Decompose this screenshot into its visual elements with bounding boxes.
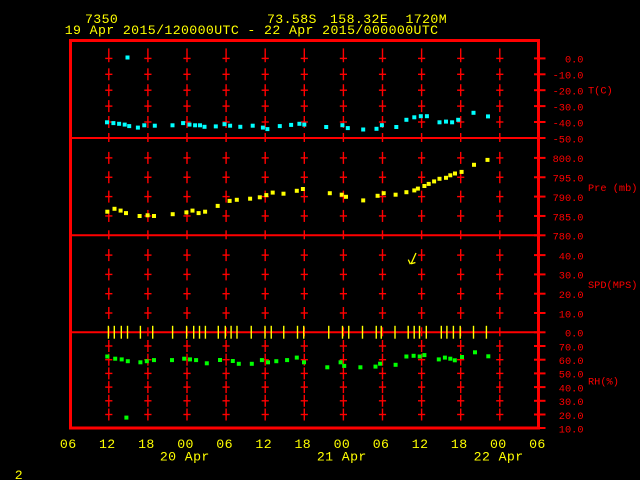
svg-text:T(C): T(C) — [588, 85, 613, 97]
svg-text:-50.0: -50.0 — [553, 134, 584, 146]
svg-text:785.0: 785.0 — [553, 212, 584, 224]
svg-text:00: 00 — [490, 437, 507, 452]
svg-text:30.0: 30.0 — [559, 271, 584, 283]
svg-text:Pre (mb): Pre (mb) — [588, 183, 637, 195]
svg-text:1720M: 1720M — [406, 12, 448, 27]
svg-text:06: 06 — [60, 437, 77, 452]
svg-text:20.0: 20.0 — [559, 290, 584, 302]
svg-text:22 Apr: 22 Apr — [474, 450, 524, 465]
svg-text:60.0: 60.0 — [559, 356, 584, 368]
svg-text:18: 18 — [294, 437, 311, 452]
svg-text:20.0: 20.0 — [559, 411, 584, 423]
svg-text:7350: 7350 — [85, 12, 118, 27]
svg-text:-40.0: -40.0 — [553, 118, 584, 130]
svg-text:0.0: 0.0 — [565, 329, 584, 341]
svg-text:73.58S: 73.58S — [267, 12, 317, 27]
svg-text:40.0: 40.0 — [559, 251, 584, 263]
svg-text:19 Apr 2015/120000UTC - 22 Apr: 19 Apr 2015/120000UTC - 22 Apr 2015/0000… — [65, 23, 439, 38]
svg-text:-20.0: -20.0 — [553, 87, 584, 99]
svg-text:00: 00 — [177, 437, 194, 452]
svg-text:10.0: 10.0 — [559, 424, 584, 436]
svg-text:70.0: 70.0 — [559, 342, 584, 354]
svg-text:20 Apr: 20 Apr — [160, 450, 210, 465]
svg-text:40.0: 40.0 — [559, 383, 584, 395]
svg-text:158.32E: 158.32E — [330, 12, 388, 27]
svg-text:780.0: 780.0 — [553, 232, 584, 244]
svg-text:50.0: 50.0 — [559, 370, 584, 382]
svg-text:800.0: 800.0 — [553, 154, 584, 166]
svg-text:SPD(MPS): SPD(MPS) — [588, 280, 637, 292]
svg-text:RH(%): RH(%) — [588, 376, 619, 388]
svg-text:00: 00 — [334, 437, 351, 452]
svg-text:30.0: 30.0 — [559, 397, 584, 409]
svg-text:06: 06 — [373, 437, 390, 452]
svg-text:12: 12 — [99, 437, 116, 452]
svg-text:-30.0: -30.0 — [553, 102, 584, 114]
svg-text:21 Apr: 21 Apr — [317, 450, 367, 465]
svg-text:18: 18 — [451, 437, 468, 452]
svg-text:06: 06 — [529, 437, 546, 452]
svg-text:10.0: 10.0 — [559, 309, 584, 321]
svg-text:18: 18 — [138, 437, 155, 452]
svg-text:12: 12 — [412, 437, 429, 452]
svg-text:2: 2 — [15, 468, 23, 480]
svg-text:-10.0: -10.0 — [553, 71, 584, 83]
svg-text:795.0: 795.0 — [553, 174, 584, 186]
svg-text:790.0: 790.0 — [553, 193, 584, 205]
svg-text:12: 12 — [255, 437, 272, 452]
svg-text:0.0: 0.0 — [565, 55, 584, 67]
svg-text:06: 06 — [216, 437, 233, 452]
